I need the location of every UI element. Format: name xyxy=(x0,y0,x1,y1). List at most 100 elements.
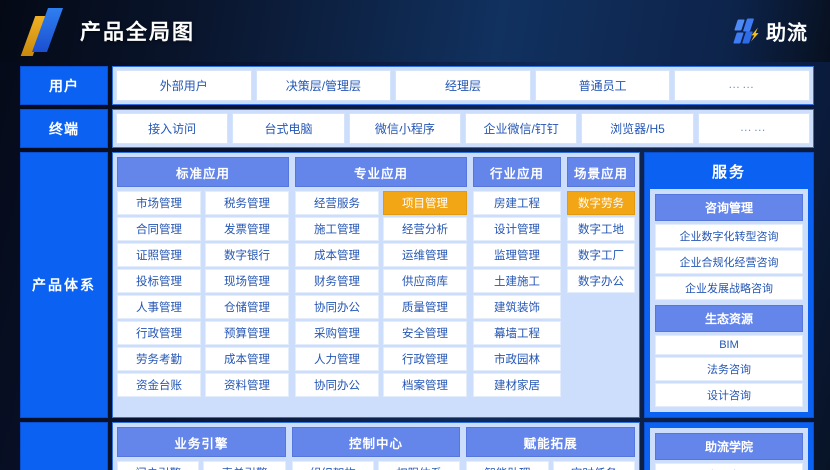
cell-highlighted[interactable]: 项目管理 xyxy=(383,191,467,215)
group-column: 房建工程 设计管理 监理管理 土建施工 建筑装饰 幕墙工程 市政园林 建材家居 xyxy=(473,191,561,397)
group-title: 行业应用 xyxy=(473,157,561,187)
cell-item[interactable]: 资金台账 xyxy=(117,373,201,397)
service-item[interactable]: 设计咨询 xyxy=(655,383,803,407)
cell-item[interactable]: 行政管理 xyxy=(117,321,201,345)
application-groups-panel: 标准应用 市场管理 合同管理 证照管理 投标管理 人事管理 行政管理 劳务考勤 资金台账 税务管理… xyxy=(112,152,640,418)
cell-item[interactable]: 劳务考勤 xyxy=(117,347,201,371)
group-专业应用: 专业应用 经营服务 施工管理 成本管理 财务管理 协同办公 采购管理 人力管理 协同办公 项目管理… xyxy=(295,157,467,413)
group-column: 表单引擎报表引擎BI引擎 xyxy=(203,461,286,470)
cell-item[interactable]: 经营分析 xyxy=(383,217,467,241)
terminals-chip-list: 接入访问 台式电脑 微信小程序 企业微信/钉钉 浏览器/H5…… xyxy=(116,113,810,144)
cell-item[interactable]: 成本管理 xyxy=(295,243,379,267)
cell-item[interactable]: 土建施工 xyxy=(473,269,561,293)
cell-item[interactable]: 数字办公 xyxy=(567,269,635,293)
cell-item[interactable]: 协同办公 xyxy=(295,373,379,397)
service-item[interactable]: 企业合规化经营咨询 xyxy=(655,250,803,274)
group-cells: 组织架构数据中心移动协作权限体系消息通知更多 xyxy=(291,461,461,470)
cell-item[interactable]: 房建工程 xyxy=(473,191,561,215)
academy-block: 助流学院学习中心认证中心资料/干货/白皮书 xyxy=(650,428,808,470)
terminal-chip-3[interactable]: 企业微信/钉钉 xyxy=(464,113,578,144)
service-panel-title: 服务 xyxy=(711,164,746,181)
user-chip-2[interactable]: 经理层 xyxy=(395,70,531,101)
cell-item[interactable]: 数字工厂 xyxy=(567,243,635,267)
cell-item[interactable]: 建材家居 xyxy=(473,373,561,397)
cell-item[interactable]: 经营服务 xyxy=(295,191,379,215)
cell-item[interactable]: 人事管理 xyxy=(117,295,201,319)
cell-item[interactable]: 仓储管理 xyxy=(205,295,289,319)
map-body: 用户 外部用户 决策层/管理层 经理层 普通员工…… 终端 接入访问 台式电脑 微信小程序… xyxy=(0,62,830,470)
cell-item[interactable]: 发票管理 xyxy=(205,217,289,241)
brand-logo[interactable]: 助流 xyxy=(733,17,808,46)
cell-item[interactable]: 证照管理 xyxy=(117,243,201,267)
group-cells: 房建工程 设计管理 监理管理 土建施工 建筑装饰 幕墙工程 市政园林 建材家居 xyxy=(473,191,561,397)
cell-item[interactable]: 采购管理 xyxy=(295,321,379,345)
users-chip-list: 外部用户 决策层/管理层 经理层 普通员工…… xyxy=(116,70,810,101)
cell-item[interactable]: 合同管理 xyxy=(117,217,201,241)
brand-slash-icon xyxy=(20,8,72,56)
service-item[interactable]: 法务咨询 xyxy=(655,357,803,381)
cell-item[interactable]: 建筑装饰 xyxy=(473,295,561,319)
cell-item[interactable]: 资料管理 xyxy=(205,373,289,397)
cell-item[interactable]: 智能助理 xyxy=(466,461,549,470)
cell-item[interactable]: 质量管理 xyxy=(383,295,467,319)
group-cells: 门户引擎流程引擎搜索引擎表单引擎报表引擎BI引擎 xyxy=(117,461,286,470)
cell-item[interactable]: 定时任务 xyxy=(552,461,636,470)
row-label-terminals: 终端 xyxy=(20,109,108,148)
row-body-dev-support: 业务引擎门户引擎流程引擎搜索引擎表单引擎报表引擎BI引擎控制中心组织架构数据中心… xyxy=(112,422,814,470)
cell-item[interactable]: 市场管理 xyxy=(117,191,201,215)
cell-item[interactable]: 税务管理 xyxy=(205,191,289,215)
group-title: 业务引擎 xyxy=(117,427,286,457)
cell-item[interactable]: 投标管理 xyxy=(117,269,201,293)
cell-item[interactable]: 财务管理 xyxy=(295,269,379,293)
terminal-chip-4[interactable]: 浏览器/H5 xyxy=(581,113,694,144)
user-chip-4[interactable]: …… xyxy=(674,70,810,101)
service-block-生态资源: 生态资源 BIM 法务咨询 设计咨询 xyxy=(655,305,803,407)
terminal-chip-5[interactable]: …… xyxy=(697,113,810,144)
terminal-chip-1[interactable]: 台式电脑 xyxy=(232,113,345,144)
group-column: 权限体系消息通知更多 xyxy=(378,461,461,470)
academy-item[interactable]: 学习中心 xyxy=(655,463,803,470)
group-column: 项目管理 经营分析 运维管理 供应商库 质量管理 安全管理 行政管理 档案管理 xyxy=(383,191,467,397)
cell-item[interactable]: 人力管理 xyxy=(295,347,379,371)
cell-item[interactable]: 监理管理 xyxy=(473,243,561,267)
academy-panel: 助流学院学习中心认证中心资料/干货/白皮书 xyxy=(644,422,814,470)
cell-item[interactable]: 协同办公 xyxy=(295,295,379,319)
service-item[interactable]: 企业数字化转型咨询 xyxy=(655,224,803,248)
terminal-chip-2[interactable]: 微信小程序 xyxy=(348,113,461,144)
terminal-chip-0[interactable]: 接入访问 xyxy=(116,113,229,144)
cell-item[interactable]: 档案管理 xyxy=(383,373,467,397)
row-body-product-system: 标准应用 市场管理 合同管理 证照管理 投标管理 人事管理 行政管理 劳务考勤 资金台账 税务管理… xyxy=(112,152,814,418)
group-赋能拓展: 赋能拓展智能助理打印模板关联表单定时任务提醒设置组件中心 xyxy=(466,427,636,470)
cell-item[interactable]: 幕墙工程 xyxy=(473,321,561,345)
cell-item[interactable]: 预算管理 xyxy=(205,321,289,345)
cell-highlighted[interactable]: 数字劳务 xyxy=(567,191,635,215)
cell-item[interactable]: 数字银行 xyxy=(205,243,289,267)
cell-item[interactable]: 组织架构 xyxy=(291,461,375,470)
cell-item[interactable]: 权限体系 xyxy=(378,461,461,470)
cell-item[interactable]: 供应商库 xyxy=(383,269,467,293)
user-chip-3[interactable]: 普通员工 xyxy=(534,70,671,101)
cell-item[interactable]: 数字工地 xyxy=(567,217,635,241)
cell-item[interactable]: 市政园林 xyxy=(473,347,561,371)
group-业务引擎: 业务引擎门户引擎流程引擎搜索引擎表单引擎报表引擎BI引擎 xyxy=(117,427,286,470)
service-item[interactable]: BIM xyxy=(655,335,803,355)
group-cells: 数字劳务 数字工地 数字工厂 数字办公 xyxy=(567,191,635,293)
service-block-list: 咨询管理 企业数字化转型咨询 企业合规化经营咨询 企业发展战略咨询 生态资源 BIM 法务咨… xyxy=(650,189,808,412)
user-chip-0[interactable]: 外部用户 xyxy=(116,70,252,101)
cell-item[interactable]: 设计管理 xyxy=(473,217,561,241)
cell-item[interactable]: 行政管理 xyxy=(383,347,467,371)
service-item[interactable]: 企业发展战略咨询 xyxy=(655,276,803,300)
cell-item[interactable]: 安全管理 xyxy=(383,321,467,345)
cell-item[interactable]: 表单引擎 xyxy=(203,461,286,470)
cell-item[interactable]: 施工管理 xyxy=(295,217,379,241)
user-chip-1[interactable]: 决策层/管理层 xyxy=(255,70,392,101)
row-body-users: 外部用户 决策层/管理层 经理层 普通员工…… xyxy=(112,66,814,105)
cell-item[interactable]: 现场管理 xyxy=(205,269,289,293)
row-label-product-system: 产品体系 xyxy=(20,152,108,418)
group-column: 市场管理 合同管理 证照管理 投标管理 人事管理 行政管理 劳务考勤 资金台账 xyxy=(117,191,201,397)
cell-item[interactable]: 门户引擎 xyxy=(117,461,200,470)
academy-title: 助流学院 xyxy=(655,433,803,460)
group-column: 门户引擎流程引擎搜索引擎 xyxy=(117,461,200,470)
cell-item[interactable]: 运维管理 xyxy=(383,243,467,267)
cell-item[interactable]: 成本管理 xyxy=(205,347,289,371)
